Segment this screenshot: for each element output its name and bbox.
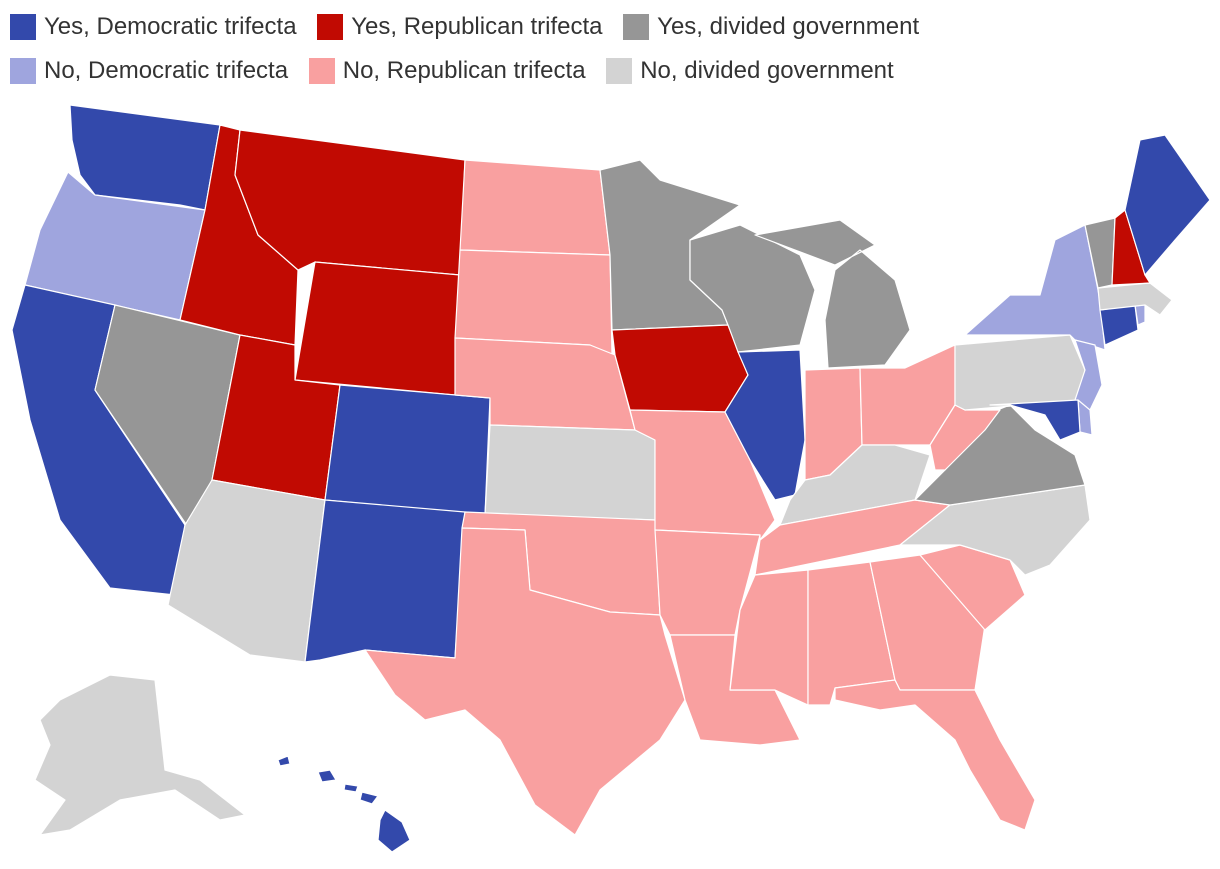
state-ME[interactable] — [1124, 134, 1211, 276]
legend: Yes, Democratic trifecta Yes, Republican… — [10, 8, 1210, 96]
legend-swatch-dem-no — [10, 58, 36, 84]
state-SC[interactable] — [919, 544, 1026, 631]
legend-item-dem-yes: Yes, Democratic trifecta — [10, 8, 297, 46]
state-FL[interactable] — [834, 679, 1036, 831]
legend-item-div-yes: Yes, divided government — [623, 8, 919, 46]
state-NM[interactable] — [304, 499, 466, 663]
state-ND[interactable] — [459, 159, 611, 256]
legend-swatch-rep-yes — [317, 14, 344, 40]
legend-item-rep-no: No, Republican trifecta — [308, 52, 586, 90]
legend-swatch-div-no — [606, 58, 633, 84]
state-MI[interactable] — [754, 219, 911, 369]
us-map-svg — [11, 104, 1211, 853]
legend-label: Yes, divided government — [657, 13, 920, 40]
legend-swatch-rep-no — [308, 58, 335, 84]
legend-label: Yes, Republican trifecta — [351, 13, 603, 40]
legend-swatch-div-yes — [623, 14, 650, 40]
legend-label: Yes, Democratic trifecta — [44, 13, 297, 40]
us-map — [0, 90, 1220, 864]
legend-item-dem-no: No, Democratic trifecta — [10, 52, 288, 90]
state-KY[interactable] — [779, 444, 931, 526]
state-MD[interactable] — [989, 399, 1081, 441]
legend-swatch-dem-yes — [10, 14, 36, 40]
state-NH[interactable] — [1111, 209, 1151, 286]
state-IA[interactable] — [611, 324, 749, 413]
legend-label: No, Democratic trifecta — [44, 57, 289, 84]
legend-item-div-no: No, divided government — [606, 52, 894, 90]
legend-label: No, Republican trifecta — [342, 57, 586, 84]
state-KS[interactable] — [484, 424, 656, 521]
legend-label: No, divided government — [640, 57, 894, 84]
state-PA[interactable] — [954, 334, 1086, 411]
state-AK[interactable] — [34, 674, 246, 836]
state-CO[interactable] — [324, 384, 491, 516]
state-CT[interactable] — [1099, 304, 1139, 346]
state-IL[interactable] — [724, 349, 806, 501]
legend-item-rep-yes: Yes, Republican trifecta — [317, 8, 602, 46]
state-WY[interactable] — [294, 261, 461, 396]
state-NY[interactable] — [964, 224, 1106, 351]
state-HI[interactable] — [277, 755, 411, 853]
state-TX[interactable] — [364, 527, 686, 836]
